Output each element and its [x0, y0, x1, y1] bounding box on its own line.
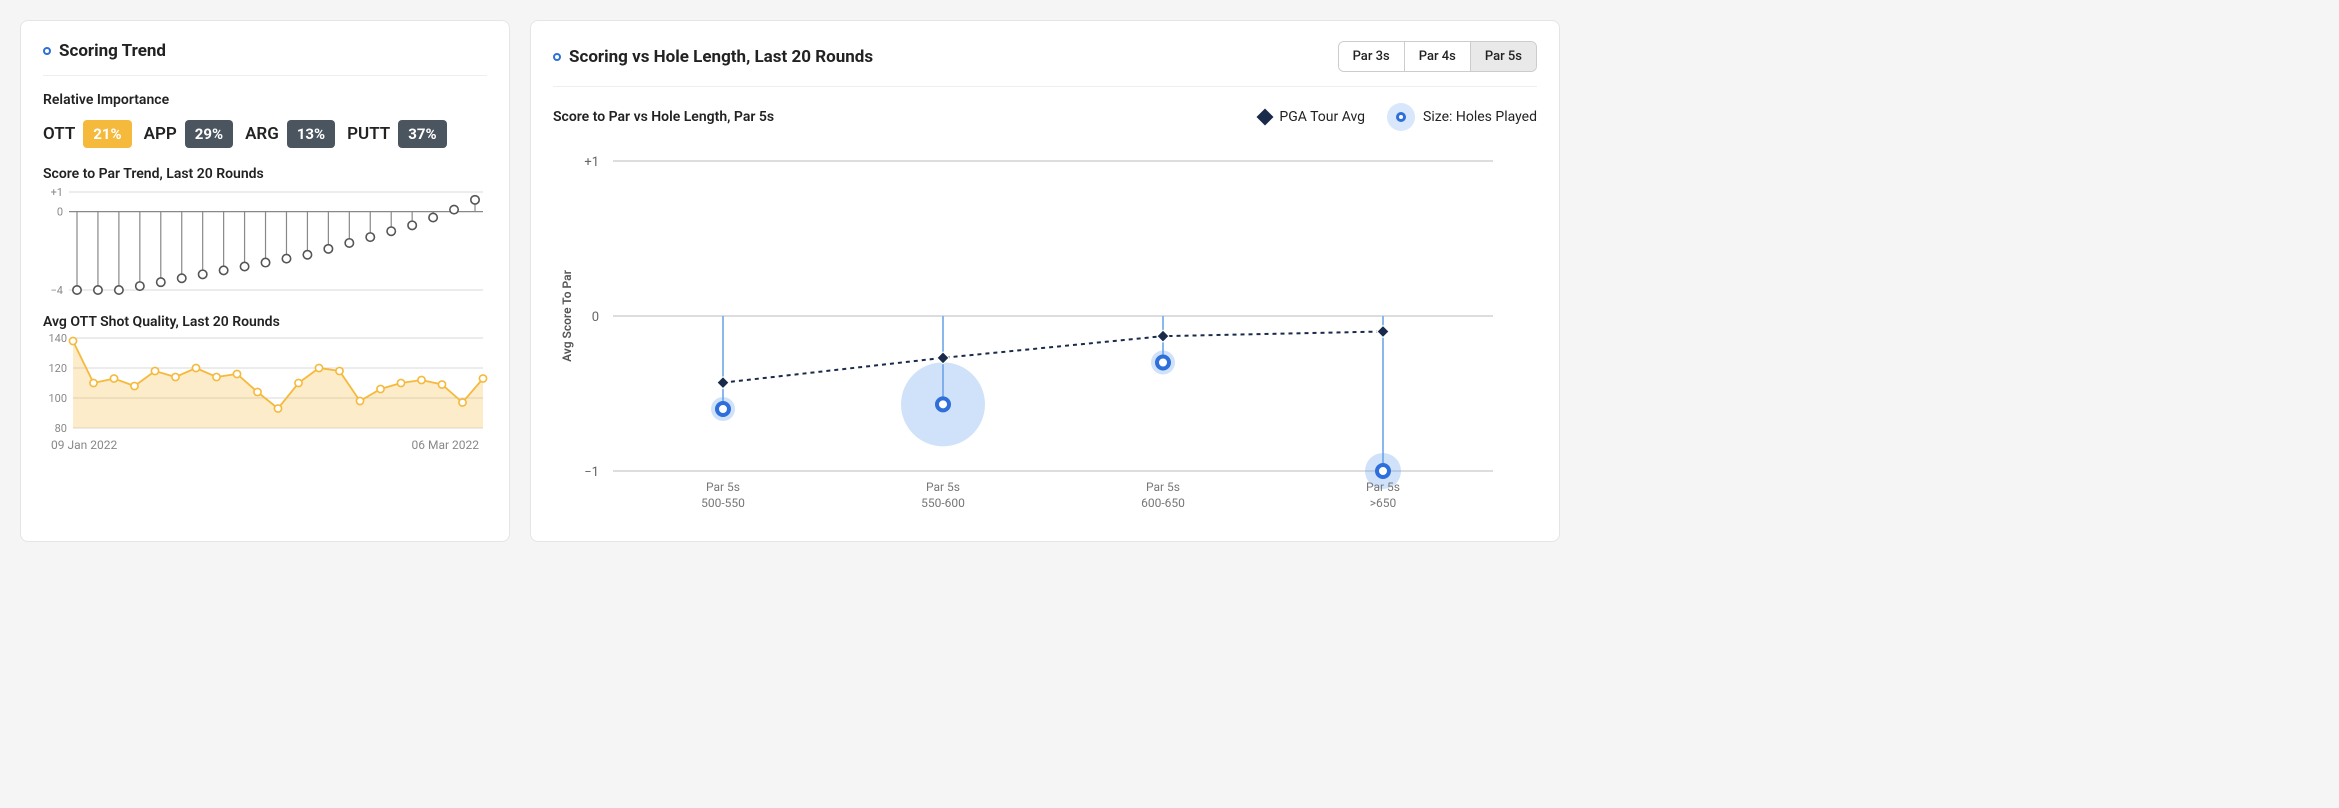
trend-chart-title: Score to Par Trend, Last 20 Rounds: [43, 166, 487, 182]
svg-text:−1: −1: [584, 465, 599, 480]
scoring-trend-card: Scoring Trend Relative Importance OTT 21%…: [20, 20, 510, 542]
scoring-vs-length-card: Scoring vs Hole Length, Last 20 Rounds P…: [530, 20, 1560, 542]
importance-item: APP 29%: [144, 120, 233, 148]
svg-text:600-650: 600-650: [1141, 496, 1185, 510]
svg-text:550-600: 550-600: [921, 496, 965, 510]
importance-label: PUTT: [347, 124, 390, 144]
x-end-date: 06 Mar 2022: [412, 438, 480, 452]
par-tab-group: Par 3sPar 4sPar 5s: [1338, 41, 1537, 72]
chart-legend: PGA Tour Avg Size: Holes Played: [1259, 103, 1537, 131]
svg-text:+1: +1: [584, 155, 599, 170]
card-title: Scoring vs Hole Length, Last 20 Rounds: [569, 47, 873, 67]
svg-text:−4: −4: [51, 284, 63, 296]
svg-text:500-550: 500-550: [701, 496, 745, 510]
right-subtitle: Score to Par vs Hole Length, Par 5s: [553, 109, 774, 125]
card-title: Scoring Trend: [59, 41, 166, 61]
importance-badge: 29%: [185, 120, 233, 148]
diamond-icon: [1257, 109, 1274, 126]
svg-text:80: 80: [55, 422, 67, 434]
svg-text:+1: +1: [51, 186, 63, 199]
svg-text:>650: >650: [1370, 496, 1397, 510]
importance-badge: 37%: [398, 120, 446, 148]
bullet-icon: [553, 53, 561, 61]
tab-par3s[interactable]: Par 3s: [1339, 42, 1405, 71]
importance-item: PUTT 37%: [347, 120, 446, 148]
importance-badge: 13%: [287, 120, 335, 148]
importance-label: ARG: [245, 124, 279, 144]
importance-label: APP: [144, 124, 177, 144]
score-to-par-trend-chart: −4 0 +1: [43, 186, 487, 296]
legend-size-label: Size: Holes Played: [1423, 109, 1537, 125]
svg-text:Par 5s: Par 5s: [706, 480, 740, 494]
svg-text:100: 100: [48, 392, 67, 405]
tab-par4s[interactable]: Par 4s: [1405, 42, 1471, 71]
ott-x-axis-labels: 09 Jan 2022 06 Mar 2022: [43, 434, 487, 452]
card-header: Scoring vs Hole Length, Last 20 Rounds P…: [553, 41, 1537, 87]
svg-text:Par 5s: Par 5s: [926, 480, 960, 494]
ott-chart-title: Avg OTT Shot Quality, Last 20 Rounds: [43, 314, 487, 330]
legend-pga: PGA Tour Avg: [1259, 109, 1365, 125]
svg-text:140: 140: [48, 334, 67, 345]
legend-size: Size: Holes Played: [1387, 103, 1537, 131]
importance-item: ARG 13%: [245, 120, 335, 148]
svg-text:0: 0: [592, 310, 599, 325]
svg-text:Par 5s: Par 5s: [1366, 480, 1400, 494]
legend-pga-label: PGA Tour Avg: [1279, 109, 1365, 125]
svg-text:Par 5s: Par 5s: [1146, 480, 1180, 494]
svg-text:120: 120: [48, 362, 67, 375]
svg-text:Avg Score To Par: Avg Score To Par: [560, 269, 574, 362]
score-vs-length-chart: −1 0 +1 Avg Score To Par Par 5s 500-550 Par 5s…: [553, 141, 1537, 521]
importance-badge: 21%: [83, 120, 131, 148]
importance-label: OTT: [43, 124, 75, 144]
importance-item: OTT 21%: [43, 120, 132, 148]
svg-text:0: 0: [57, 206, 63, 219]
x-start-date: 09 Jan 2022: [51, 438, 117, 452]
circle-icon: [1387, 103, 1415, 131]
relative-importance-label: Relative Importance: [43, 92, 487, 108]
card-header: Scoring Trend: [43, 41, 487, 76]
tab-par5s[interactable]: Par 5s: [1471, 42, 1536, 71]
ott-quality-chart: 80 100 120 140: [43, 334, 487, 434]
importance-row: OTT 21% APP 29% ARG 13% PUTT 37%: [43, 120, 487, 148]
bullet-icon: [43, 47, 51, 55]
